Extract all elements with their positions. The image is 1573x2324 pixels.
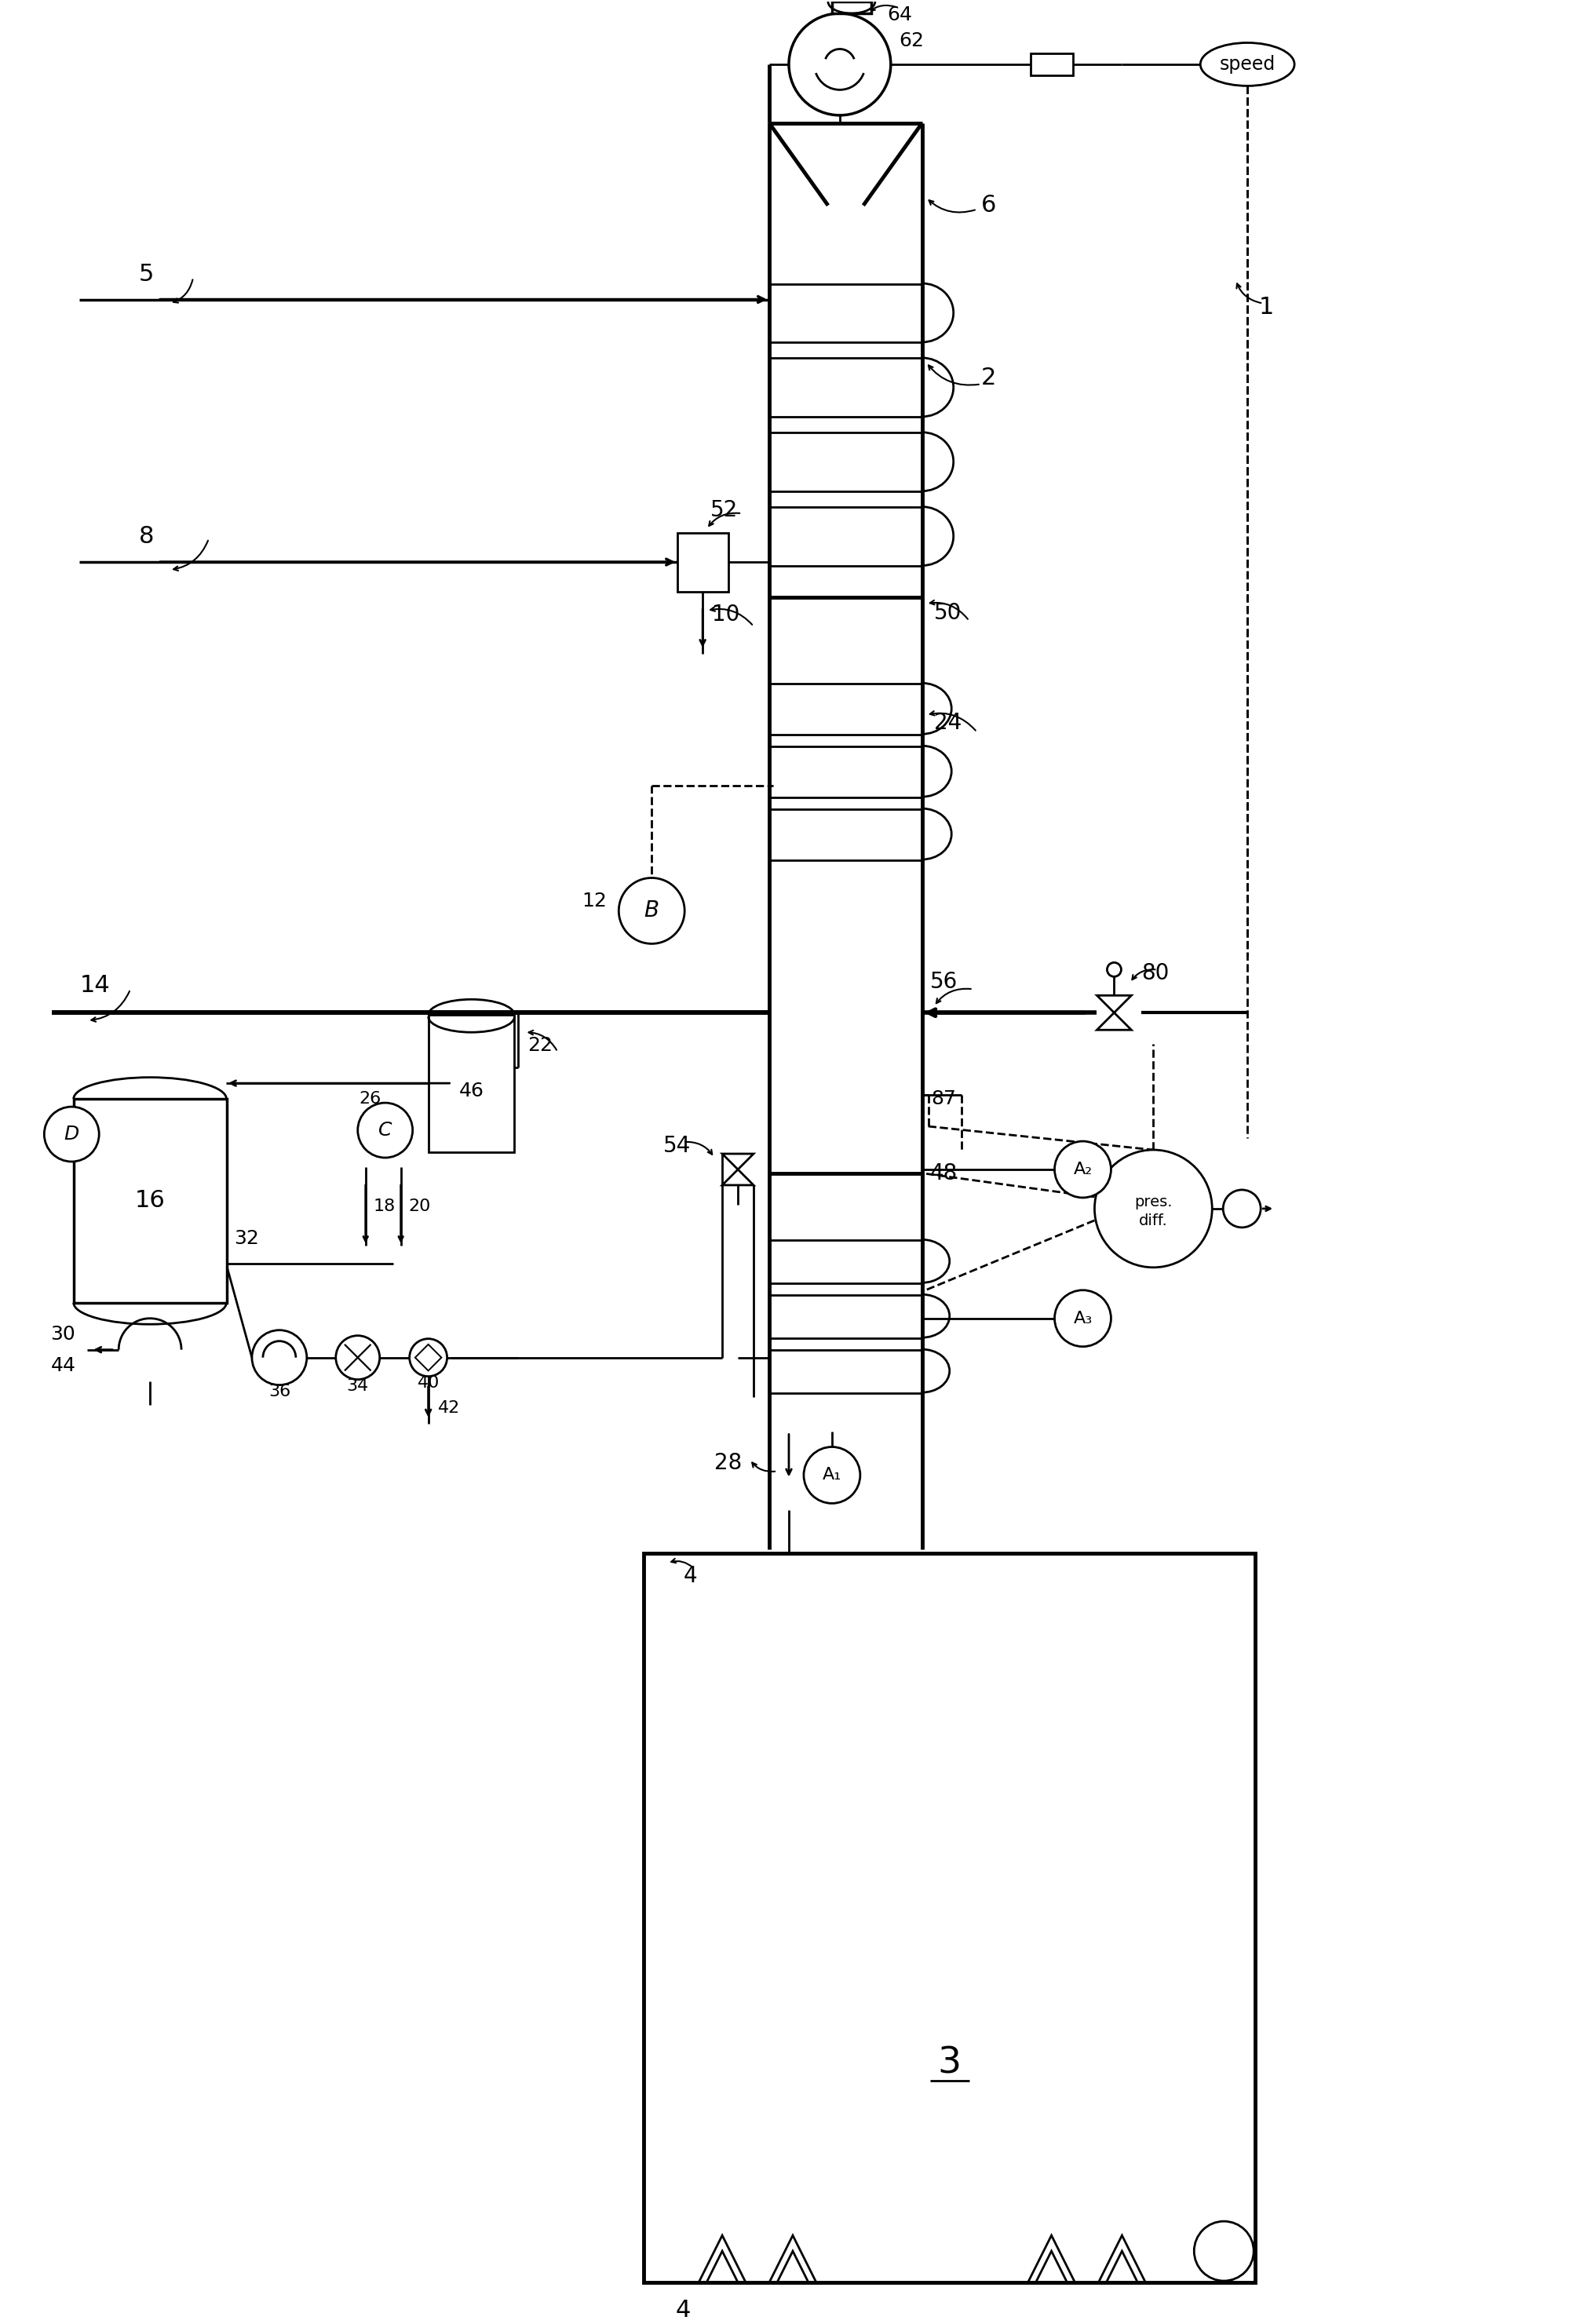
Text: 56: 56: [930, 971, 958, 992]
Bar: [1030, 53, 1073, 74]
Text: 48: 48: [930, 1162, 958, 1185]
Text: 5: 5: [138, 263, 154, 286]
Text: pres.: pres.: [1134, 1195, 1172, 1211]
Polygon shape: [1096, 1013, 1131, 1030]
Text: 8: 8: [138, 525, 154, 548]
Circle shape: [1095, 1150, 1213, 1267]
Bar: [832, 2, 871, 14]
Text: 80: 80: [1142, 962, 1169, 985]
Text: 64: 64: [887, 5, 912, 23]
Text: 46: 46: [459, 1081, 484, 1102]
Text: 14: 14: [80, 974, 110, 997]
Text: B: B: [645, 899, 659, 923]
Text: A₃: A₃: [1073, 1311, 1092, 1327]
Circle shape: [804, 1448, 860, 1504]
Polygon shape: [1096, 995, 1131, 1013]
Text: C: C: [378, 1120, 392, 1139]
Text: 36: 36: [269, 1383, 291, 1399]
Bar: [678, 532, 728, 593]
Text: 60: 60: [812, 63, 837, 81]
Text: 16: 16: [135, 1190, 165, 1213]
Text: 28: 28: [714, 1452, 742, 1473]
Circle shape: [409, 1339, 447, 1376]
Text: 54: 54: [664, 1134, 691, 1157]
Circle shape: [1054, 1141, 1111, 1197]
Circle shape: [357, 1104, 412, 1157]
Text: 34: 34: [346, 1378, 368, 1394]
Text: 32: 32: [234, 1229, 260, 1248]
Circle shape: [788, 14, 890, 116]
Circle shape: [44, 1106, 99, 1162]
Text: 1: 1: [1258, 295, 1274, 318]
Circle shape: [1054, 1290, 1111, 1346]
Bar: [428, 1016, 514, 1153]
Bar: [74, 1099, 227, 1304]
Text: 22: 22: [529, 1037, 554, 1055]
Text: A₂: A₂: [1073, 1162, 1092, 1178]
Text: 50: 50: [934, 602, 961, 623]
Text: 52: 52: [711, 500, 738, 521]
Text: 4: 4: [675, 2298, 691, 2322]
Text: 98: 98: [623, 892, 648, 911]
Polygon shape: [722, 1153, 753, 1169]
Text: 62: 62: [898, 30, 923, 51]
Text: 42: 42: [437, 1399, 459, 1415]
Text: 87: 87: [931, 1090, 956, 1109]
Text: 18: 18: [373, 1199, 395, 1213]
Circle shape: [618, 878, 684, 944]
Text: 40: 40: [417, 1376, 439, 1390]
Text: 2: 2: [982, 367, 996, 388]
Text: D: D: [64, 1125, 79, 1143]
Text: A₁: A₁: [823, 1466, 842, 1483]
Text: 4: 4: [683, 1566, 697, 1587]
Text: 3: 3: [938, 2045, 961, 2082]
Text: diff.: diff.: [1139, 1213, 1167, 1229]
Text: 6: 6: [982, 193, 996, 216]
Text: 30: 30: [50, 1325, 76, 1343]
Text: 44: 44: [50, 1355, 76, 1376]
Polygon shape: [722, 1169, 753, 1185]
Circle shape: [252, 1329, 307, 1385]
Text: 10: 10: [713, 604, 739, 625]
Text: 26: 26: [359, 1090, 381, 1106]
Bar: [643, 1552, 1255, 2282]
Text: 20: 20: [409, 1199, 431, 1213]
Ellipse shape: [1200, 42, 1295, 86]
Circle shape: [335, 1336, 379, 1380]
Text: 24: 24: [934, 711, 961, 734]
Text: speed: speed: [1219, 56, 1276, 74]
Text: 12: 12: [582, 892, 607, 911]
